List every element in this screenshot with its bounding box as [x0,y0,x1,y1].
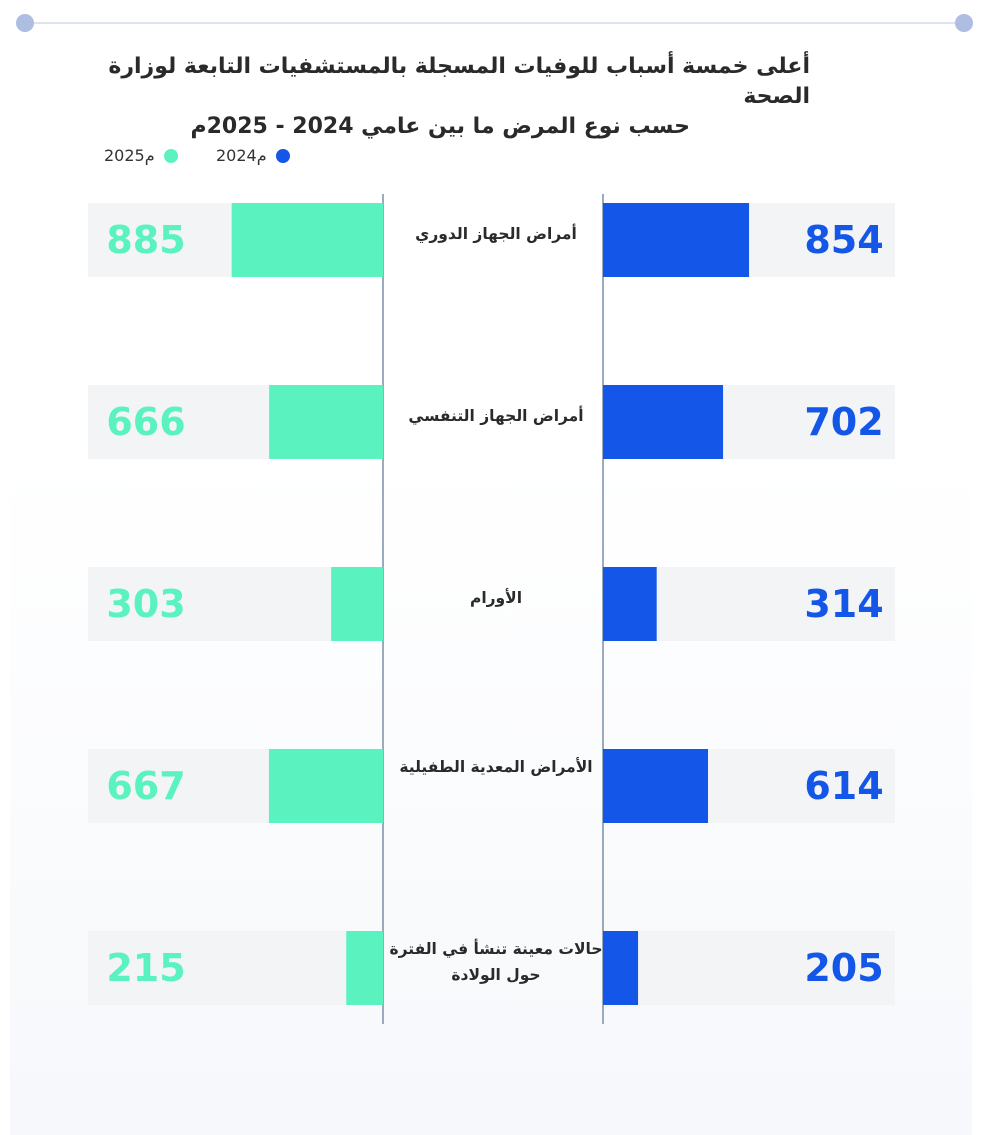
category-label-5: حالات معينة تنشأ في الفترة حول الولادة [389,940,603,984]
value-label-2025-4: 667 [106,764,185,808]
value-label-2025-2: 666 [106,400,185,444]
track-2024-row-5 [603,931,895,1005]
rule-end-dot-right [955,14,973,32]
legend-item-2025: 2025م [98,144,188,168]
bar-2024-2 [603,385,724,459]
bar-2025-4 [268,749,383,823]
legend-label-2024: 2024م [216,146,267,165]
value-label-2024-2: 702 [804,400,883,444]
chart-title: أعلى خمسة أسباب للوفيات المسجلة بالمستشف… [100,52,810,142]
bar-2025-2 [269,385,383,459]
rule-end-dot-left [16,14,34,32]
bar-2024-5 [603,931,639,1005]
legend-label-2025: 2025م [104,146,155,165]
bar-2024-4 [603,749,708,823]
bar-2025-5 [346,931,383,1005]
bar-2024-1 [603,203,750,277]
bar-2024-3 [603,567,657,641]
legend-item-2024: 2024م [210,144,300,168]
bar-2025-1 [231,203,383,277]
top-rule [26,22,966,24]
category-label-2: أمراض الجهاز التنفسي [408,407,584,425]
legend-dot-2024 [276,149,290,163]
value-label-2024-5: 205 [804,946,883,990]
value-label-2025-1: 885 [106,218,185,262]
chart-title-line-2: حسب نوع المرض ما بين عامي 2024 - 2025م [190,114,690,139]
chart-title-line-1: أعلى خمسة أسباب للوفيات المسجلة بالمستشف… [108,54,810,109]
bar-2025-3 [331,567,383,641]
value-label-2024-3: 314 [804,582,883,626]
value-label-2024-4: 614 [804,764,883,808]
track-2025-row-5 [88,931,383,1005]
category-label-3: الأورام [469,589,523,607]
category-label-1: أمراض الجهاز الدوري [415,225,577,243]
category-label-4: الأمراض المعدية الطفيلية [399,758,593,776]
value-label-2025-3: 303 [106,582,185,626]
legend-dot-2025 [164,149,178,163]
value-label-2024-1: 854 [804,218,883,262]
value-label-2025-5: 215 [106,946,185,990]
